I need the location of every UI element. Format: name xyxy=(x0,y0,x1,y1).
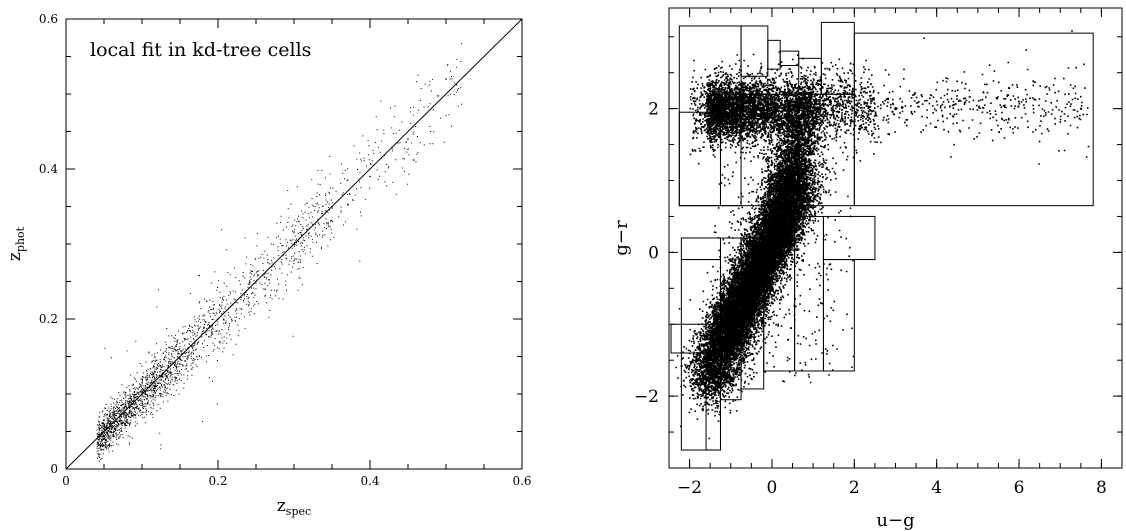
y-tick-label: 0.2 xyxy=(39,312,58,326)
x-tick-label: 0 xyxy=(767,478,778,498)
y-tick-label: 0.4 xyxy=(39,162,58,176)
y-tick-label: 0 xyxy=(50,462,58,476)
x-tick-label: 6 xyxy=(1014,478,1025,498)
x-tick-label: 0.2 xyxy=(208,474,227,488)
kd-tree-cell xyxy=(670,323,721,354)
identity-line xyxy=(65,18,523,470)
scatter-point xyxy=(445,78,447,80)
panel-annotation: local fit in kd-tree cells xyxy=(90,39,311,61)
kd-tree-cell xyxy=(719,93,855,207)
kd-tree-cell xyxy=(740,25,769,77)
scatter-point xyxy=(179,363,181,365)
scatter-point xyxy=(103,423,105,425)
x-tick-label: −2 xyxy=(677,478,702,498)
x-axis-label-subscript: spec xyxy=(286,505,311,518)
scatter-point xyxy=(935,100,938,103)
y-axis-label: g−r xyxy=(611,220,632,256)
scatter-point xyxy=(791,179,794,182)
y-tick-label: −2 xyxy=(634,387,659,407)
kd-tree-cell xyxy=(779,50,800,66)
y-tick-label: 2 xyxy=(648,100,659,120)
x-tick-label: 0 xyxy=(62,474,70,488)
kd-tree-cell xyxy=(820,21,855,95)
kd-tree-cell xyxy=(822,215,876,261)
x-tick-label: 0.6 xyxy=(512,474,531,488)
x-tick-label: 4 xyxy=(931,478,942,498)
y-axis-label-subscript: phot xyxy=(14,226,27,252)
x-axis-label: zspec xyxy=(277,496,311,518)
scatter-point xyxy=(407,138,409,140)
y-tick-label: 0.6 xyxy=(39,12,58,26)
kd-tree-cell xyxy=(680,237,721,261)
scatter-point xyxy=(709,359,712,362)
scatter-point xyxy=(770,251,773,254)
y-axis-label-main: z xyxy=(5,252,25,261)
x-tick-label: 0.4 xyxy=(360,474,379,488)
scatter-points xyxy=(675,30,1090,440)
scatter-point xyxy=(791,107,794,110)
x-axis-label: u−g xyxy=(876,510,914,531)
x-tick-label: 2 xyxy=(849,478,860,498)
x-tick-label: 8 xyxy=(1096,478,1107,498)
kd-tree-cell xyxy=(822,259,855,372)
scatter-point xyxy=(369,175,371,178)
scatter-point xyxy=(1018,100,1021,103)
scatter-point xyxy=(729,323,732,326)
y-axis-label: zphot xyxy=(5,226,27,261)
scatter-point xyxy=(1079,107,1082,110)
photometric-redshift-panel: 0 0.2 0.4 0.6 0 0.2 0.4 0.6 local fit in kd-tree… xyxy=(5,12,532,518)
x-axis-label-main: z xyxy=(277,496,286,516)
scatter-points xyxy=(96,43,463,462)
color-color-panel: −2 0 2 4 6 8 −2 0 2 u−g g−r xyxy=(611,7,1123,531)
y-tick-label: 0 xyxy=(648,243,659,263)
kd-tree-cell xyxy=(853,32,1094,207)
scatter-point xyxy=(750,287,753,290)
